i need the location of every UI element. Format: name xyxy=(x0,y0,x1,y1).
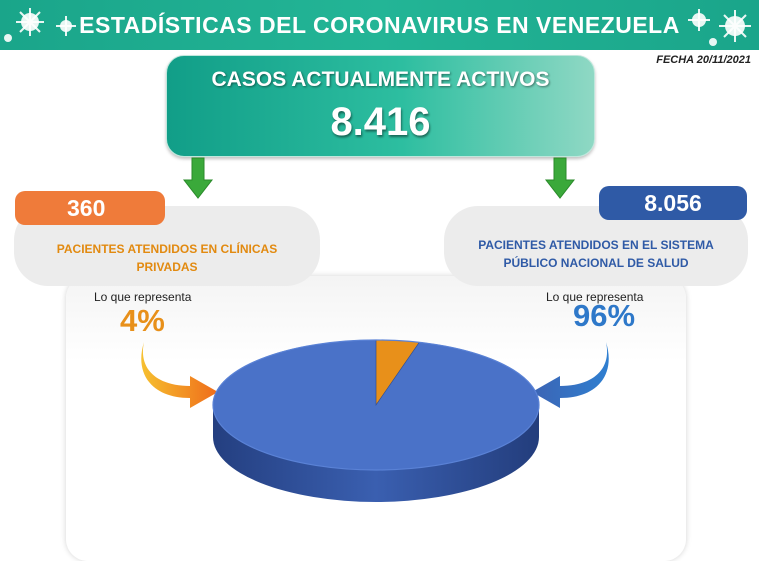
active-cases-box: CASOS ACTUALMENTE ACTIVOS 8.416 xyxy=(166,55,595,157)
date-label: FECHA 20/11/2021 xyxy=(656,54,751,66)
private-percent: 4% xyxy=(120,303,165,338)
page-title: ESTADÍSTICAS DEL CORONAVIRUS EN VENEZUEL… xyxy=(79,12,680,38)
active-cases-title: CASOS ACTUALMENTE ACTIVOS xyxy=(211,68,550,91)
public-system-label: PACIENTES ATENDIDOS EN EL SISTEMA PÚBLIC… xyxy=(455,236,737,272)
private-clinics-label: PACIENTES ATENDIDOS EN CLÍNICAS PRIVADAS xyxy=(24,240,310,276)
active-cases-value: 8.416 xyxy=(330,100,431,144)
public-system-label-line2: PÚBLICO NACIONAL DE SALUD xyxy=(503,256,689,270)
virus-icon xyxy=(688,9,751,46)
curved-arrow-icon xyxy=(141,342,218,408)
private-represent-label: Lo que representa xyxy=(94,290,192,304)
public-represent-label: Lo que representa xyxy=(546,290,644,304)
virus-icon xyxy=(4,8,76,42)
down-arrow-icon xyxy=(182,157,214,199)
private-clinics-label-line2: PRIVADAS xyxy=(136,260,198,274)
down-arrow-icon xyxy=(544,157,576,199)
public-system-label-line1: PACIENTES ATENDIDOS EN EL SISTEMA xyxy=(478,238,714,252)
curved-arrow-icon xyxy=(532,342,609,408)
public-percent: 96% xyxy=(573,298,636,333)
header-banner xyxy=(0,0,759,50)
public-system-value: 8.056 xyxy=(599,186,747,220)
private-clinics-value: 360 xyxy=(15,191,165,225)
private-clinics-label-line1: PACIENTES ATENDIDOS EN CLÍNICAS xyxy=(56,242,278,256)
